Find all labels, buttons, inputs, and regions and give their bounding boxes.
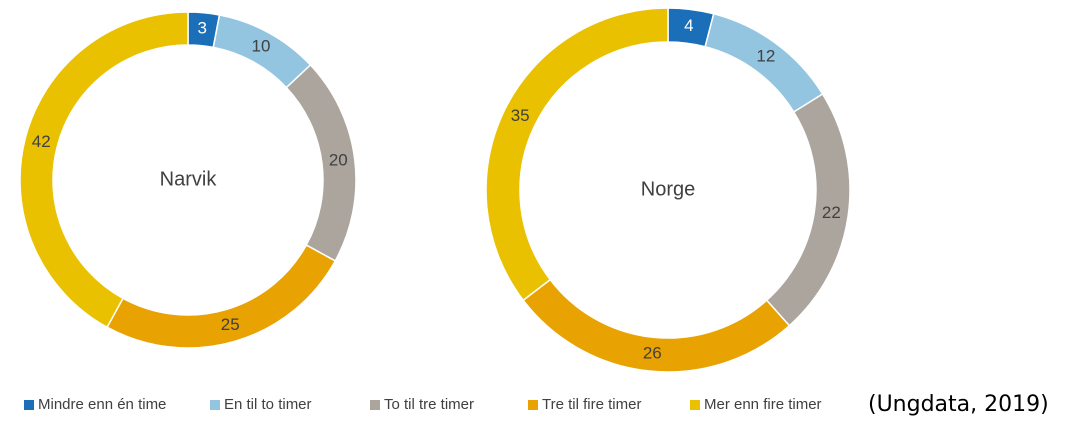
legend-label: Tre til fire timer	[542, 396, 641, 413]
source: (Ungdata, 2019)	[868, 392, 1049, 417]
legend-swatch	[210, 400, 220, 410]
data-label: 3	[198, 19, 207, 38]
legend-swatch	[690, 400, 700, 410]
center-label: Narvik	[160, 168, 218, 190]
center-label: Norge	[641, 178, 695, 200]
data-label: 22	[822, 203, 841, 222]
legend-label: Mer enn fire timer	[704, 396, 822, 413]
donut-slice	[19, 11, 189, 329]
data-label: 20	[329, 150, 348, 169]
legend-label: Mindre enn én time	[38, 396, 166, 413]
legend-label: En til to timer	[224, 396, 312, 413]
legend-swatch	[528, 400, 538, 410]
legend-label: To til tre timer	[384, 396, 474, 413]
legend-swatch	[370, 400, 380, 410]
legend-swatch	[24, 400, 34, 410]
data-label: 26	[643, 344, 662, 363]
data-label: 25	[221, 315, 240, 334]
data-label: 12	[756, 47, 775, 66]
donut-slice	[485, 7, 669, 302]
data-label: 10	[252, 37, 271, 56]
data-label: 4	[684, 16, 693, 35]
data-label: 35	[511, 106, 530, 125]
data-label: 42	[32, 132, 51, 151]
